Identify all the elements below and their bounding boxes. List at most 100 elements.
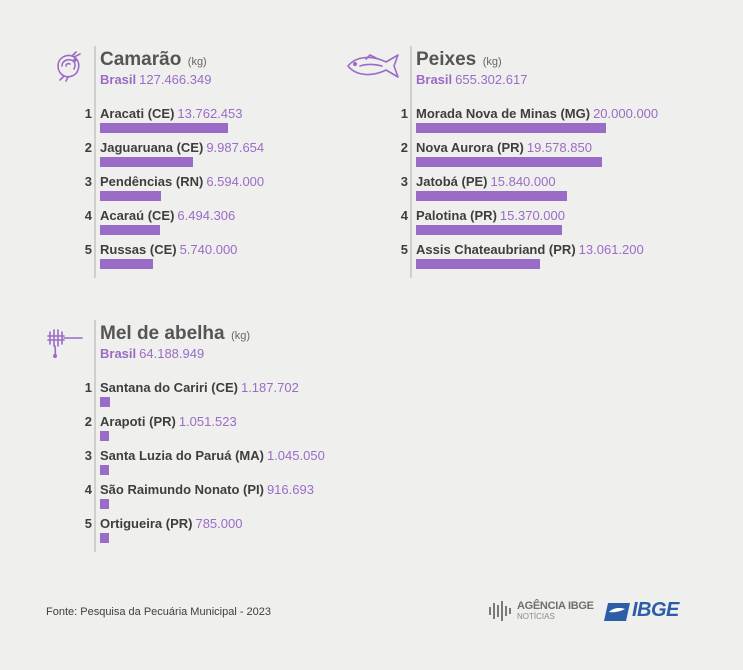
bar-label: Palotina (PR) 15.370.000	[416, 208, 565, 223]
panel-unit: (kg)	[482, 56, 502, 68]
data-label: 6.594.000	[206, 174, 265, 189]
brasil-value: 655.302.617	[455, 72, 528, 87]
panel-title: Mel de abelha (kg)	[100, 323, 250, 345]
bar	[100, 431, 109, 441]
rank-number: 2	[84, 140, 92, 155]
agencia-ibge-logo: AGÊNCIA IBGE NOTÍCIAS	[489, 598, 594, 624]
place-name: Russas (CE)	[100, 242, 177, 257]
place-name: Ortigueira (PR)	[100, 516, 193, 531]
panel-title-text: Camarão	[100, 49, 182, 70]
bar	[416, 157, 602, 167]
agencia-ibge-mark-icon	[489, 601, 511, 621]
bar-label: Morada Nova de Minas (MG) 20.000.000	[416, 106, 658, 121]
bar-label: Arapoti (PR) 1.051.523	[100, 414, 237, 429]
place-name: Palotina (PR)	[416, 208, 497, 223]
place-name: Jatobá (PE)	[416, 174, 488, 189]
fish-icon	[347, 54, 399, 78]
rank-number: 1	[84, 380, 92, 395]
panel-title: Peixes (kg)	[416, 49, 502, 71]
bar-label: Nova Aurora (PR) 19.578.850	[416, 140, 592, 155]
data-label: 916.693	[266, 482, 314, 497]
rank-number: 5	[84, 242, 92, 257]
bar	[100, 465, 109, 475]
rank-number: 1	[84, 106, 92, 121]
bar	[100, 259, 154, 269]
panel-unit: (kg)	[187, 56, 207, 68]
rank-number: 4	[84, 482, 92, 497]
agencia-logo-text: AGÊNCIA IBGE	[517, 600, 594, 612]
place-name: Santana do Cariri (CE)	[100, 380, 238, 395]
data-label: 15.840.000	[490, 174, 556, 189]
data-label: 13.061.200	[578, 242, 644, 257]
source-note: Fonte: Pesquisa da Pecuária Municipal - …	[46, 606, 272, 618]
bar	[100, 499, 109, 509]
rank-number: 4	[400, 208, 408, 223]
bar-label: Santa Luzia do Paruá (MA) 1.045.050	[100, 448, 325, 463]
bar-label: São Raimundo Nonato (PI) 916.693	[100, 482, 314, 497]
rank-number: 3	[84, 174, 92, 189]
place-name: Santa Luzia do Paruá (MA)	[100, 448, 264, 463]
panel-divider	[94, 46, 96, 278]
bar	[100, 123, 228, 133]
bar	[100, 157, 193, 167]
ibge-logo: IBGE	[604, 599, 702, 625]
bar	[100, 397, 110, 407]
data-label: 1.187.702	[240, 380, 299, 395]
ibge-flag-icon	[604, 603, 630, 621]
data-label: 15.370.000	[499, 208, 565, 223]
place-name: Jaguaruana (CE)	[100, 140, 204, 155]
brasil-total: Brasil 655.302.617	[416, 72, 527, 87]
place-name: Arapoti (PR)	[100, 414, 176, 429]
panel-camarao: Camarão (kg) Brasil 127.466.349 1 Aracati …	[57, 46, 330, 278]
bar	[100, 191, 162, 201]
bar-label: Acaraú (CE) 6.494.306	[100, 208, 235, 223]
rank-number: 3	[400, 174, 408, 189]
brasil-value: 127.466.349	[139, 72, 212, 87]
bar	[100, 533, 109, 543]
place-name: Aracati (CE)	[100, 106, 175, 121]
panel-mel-de-abelha: Mel de abelha (kg) Brasil 64.188.949 1 San…	[47, 320, 360, 552]
rank-number: 2	[400, 140, 408, 155]
data-label: 13.762.453	[177, 106, 243, 121]
data-label: 1.051.523	[178, 414, 237, 429]
panel-divider	[94, 320, 96, 552]
rank-number: 5	[400, 242, 408, 257]
bar	[416, 123, 606, 133]
place-name: Nova Aurora (PR)	[416, 140, 524, 155]
panel-unit: (kg)	[231, 330, 251, 342]
brasil-value: 64.188.949	[139, 346, 205, 361]
bar-label: Santana do Cariri (CE) 1.187.702	[100, 380, 299, 395]
data-label: 6.494.306	[177, 208, 236, 223]
brasil-label: Brasil	[100, 346, 137, 361]
shrimp-icon	[57, 51, 81, 82]
bar	[416, 225, 562, 235]
data-label: 1.045.050	[266, 448, 325, 463]
data-label: 9.987.654	[206, 140, 265, 155]
bar-label: Ortigueira (PR) 785.000	[100, 516, 242, 531]
rank-number: 4	[84, 208, 92, 223]
panel-title-text: Mel de abelha	[100, 323, 225, 344]
place-name: Assis Chateaubriand (PR)	[416, 242, 576, 257]
rank-number: 2	[84, 414, 92, 429]
bar-label: Jaguaruana (CE) 9.987.654	[100, 140, 264, 155]
bar	[100, 225, 161, 235]
panel-title: Camarão (kg)	[100, 49, 207, 71]
data-label: 5.740.000	[179, 242, 238, 257]
panel-peixes: Peixes (kg) Brasil 655.302.617 1 Morada No…	[347, 46, 716, 278]
rank-number: 1	[400, 106, 408, 121]
panel-title-text: Peixes	[416, 49, 477, 70]
bar-label: Russas (CE) 5.740.000	[100, 242, 237, 257]
data-label: 19.578.850	[526, 140, 592, 155]
rank-number: 5	[84, 516, 92, 531]
honey-dipper-icon	[47, 329, 83, 358]
brasil-total: Brasil 127.466.349	[100, 72, 211, 87]
bar-label: Pendências (RN) 6.594.000	[100, 174, 264, 189]
place-name: Pendências (RN)	[100, 174, 204, 189]
bar	[416, 191, 567, 201]
data-label: 20.000.000	[593, 106, 659, 121]
brasil-label: Brasil	[100, 72, 137, 87]
bar-label: Aracati (CE) 13.762.453	[100, 106, 243, 121]
bar-label: Assis Chateaubriand (PR) 13.061.200	[416, 242, 644, 257]
bar	[416, 259, 541, 269]
brasil-label: Brasil	[416, 72, 453, 87]
